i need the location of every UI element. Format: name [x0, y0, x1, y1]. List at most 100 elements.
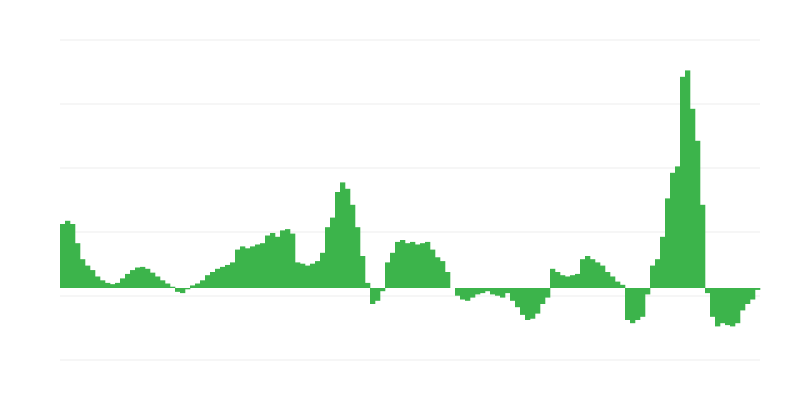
bar	[100, 280, 106, 288]
bar	[70, 224, 76, 288]
bar	[405, 243, 411, 288]
bar	[375, 288, 381, 301]
bar	[590, 259, 596, 288]
bar	[360, 256, 366, 288]
bar	[515, 288, 521, 308]
bar	[355, 227, 361, 288]
bar	[605, 272, 611, 288]
bar	[705, 288, 711, 294]
bar	[295, 262, 301, 288]
bar	[680, 76, 686, 288]
bar	[420, 243, 426, 288]
bar	[665, 198, 671, 288]
bar	[600, 265, 606, 288]
bar	[370, 288, 376, 304]
bar	[695, 140, 701, 288]
bar	[730, 288, 736, 327]
bar	[635, 288, 641, 320]
bar	[505, 288, 511, 294]
bar	[655, 259, 661, 288]
bar	[145, 268, 151, 288]
bar	[530, 288, 536, 319]
bar	[110, 284, 116, 288]
bar	[700, 204, 706, 288]
bar	[200, 280, 206, 288]
bar	[135, 267, 141, 288]
bar	[670, 172, 676, 288]
bar	[575, 273, 581, 288]
bar	[285, 229, 291, 288]
bar	[430, 249, 436, 288]
bar	[550, 268, 556, 288]
bar	[340, 182, 346, 288]
bar	[150, 272, 156, 288]
bar	[640, 288, 646, 317]
bar	[160, 280, 166, 288]
bar	[270, 232, 276, 288]
bar	[580, 259, 586, 288]
bar	[380, 288, 386, 292]
bar	[650, 265, 656, 288]
bar	[260, 243, 266, 288]
bar	[345, 188, 351, 288]
bar	[540, 288, 546, 304]
bar	[320, 252, 326, 288]
bar	[210, 272, 216, 288]
bar	[595, 262, 601, 288]
bar	[300, 263, 306, 288]
bar	[175, 288, 181, 292]
bar	[620, 284, 626, 288]
bar	[535, 288, 541, 314]
bar	[190, 285, 196, 288]
bar	[390, 252, 396, 288]
bar	[630, 288, 636, 324]
bar	[395, 241, 401, 288]
bar	[170, 286, 176, 288]
bar	[230, 262, 236, 288]
bar	[445, 272, 451, 288]
bar	[660, 236, 666, 288]
bar	[180, 288, 186, 294]
bar	[465, 288, 471, 301]
bar	[125, 273, 131, 288]
bar	[80, 259, 86, 288]
bar	[325, 227, 331, 288]
bar	[90, 270, 96, 288]
bar	[120, 278, 126, 288]
bar	[155, 276, 161, 288]
bar	[220, 266, 226, 288]
bar	[495, 288, 501, 296]
bar	[85, 265, 91, 288]
bar	[365, 282, 371, 288]
bar	[415, 244, 421, 288]
bar	[750, 288, 756, 300]
bar	[610, 276, 616, 288]
bar	[510, 288, 516, 301]
bar	[735, 288, 741, 324]
bar	[435, 257, 441, 288]
bar	[330, 217, 336, 288]
bar	[725, 288, 731, 326]
bar	[315, 261, 321, 288]
bar	[205, 275, 211, 288]
bar	[165, 283, 171, 288]
bar	[710, 288, 716, 317]
bar	[425, 241, 431, 288]
bar	[485, 288, 491, 292]
bar	[570, 275, 576, 288]
bar	[140, 266, 146, 288]
bar	[305, 265, 311, 288]
bar	[585, 256, 591, 288]
bar	[235, 249, 241, 288]
bar	[60, 224, 66, 288]
bar	[130, 270, 136, 288]
bar	[195, 283, 201, 288]
bar	[225, 264, 231, 288]
bar	[720, 288, 726, 324]
bar	[75, 243, 81, 288]
bar	[675, 166, 681, 288]
bar	[525, 288, 531, 320]
bar	[215, 268, 221, 288]
